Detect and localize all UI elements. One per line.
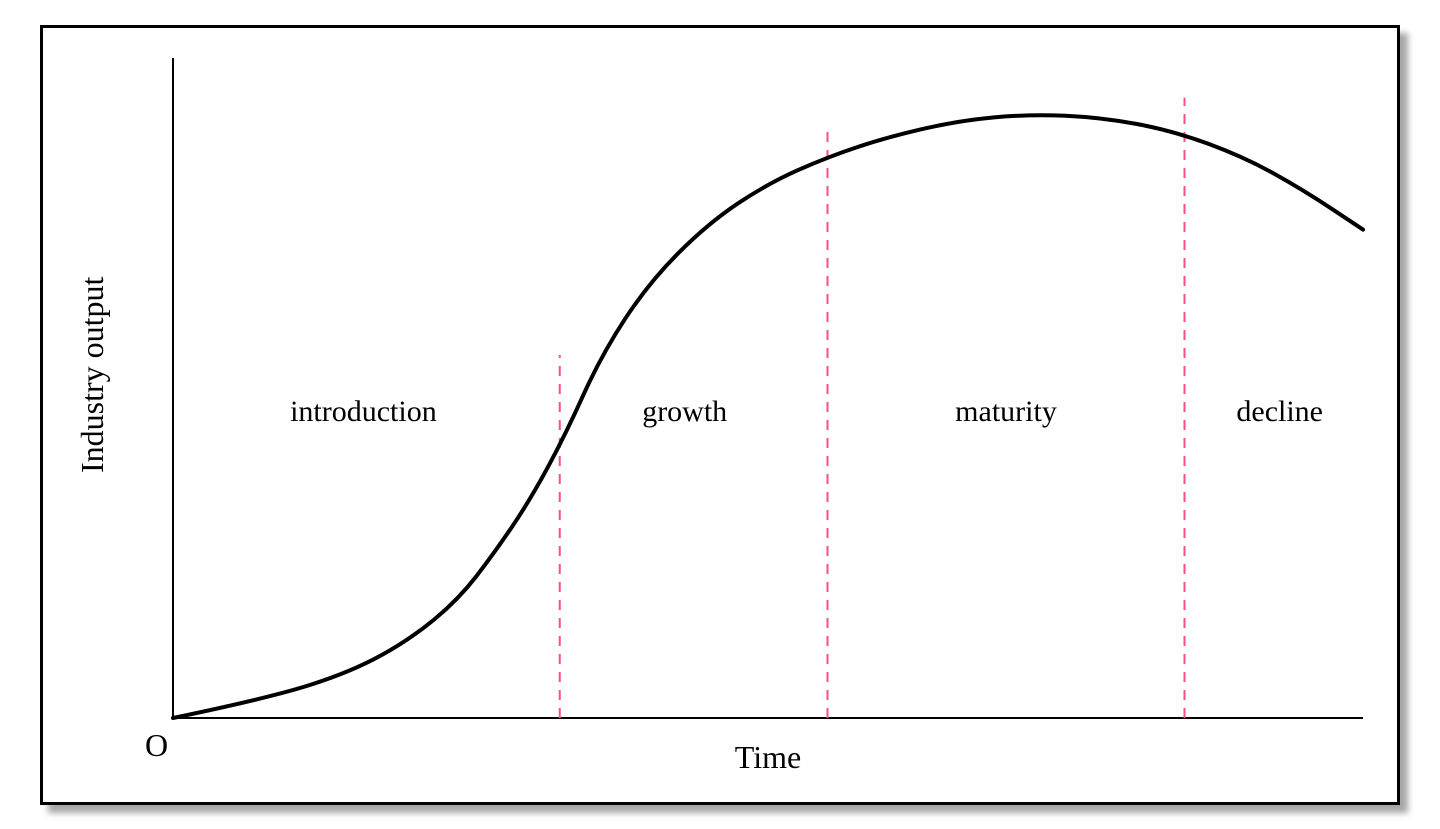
origin-label: O (145, 727, 168, 763)
y-axis-label: Industry output (74, 276, 110, 473)
phase-label: growth (642, 395, 727, 428)
x-axis-label: Time (735, 739, 801, 775)
phase-label: introduction (290, 395, 437, 428)
canvas: introduction growth maturity decline O Time In… (0, 0, 1440, 829)
phase-label: decline (1236, 395, 1323, 428)
phase-label: maturity (955, 395, 1057, 428)
chart-frame: introduction growth maturity decline O Time In… (40, 25, 1400, 805)
lifecycle-chart: introduction growth maturity decline O Time In… (43, 28, 1403, 808)
